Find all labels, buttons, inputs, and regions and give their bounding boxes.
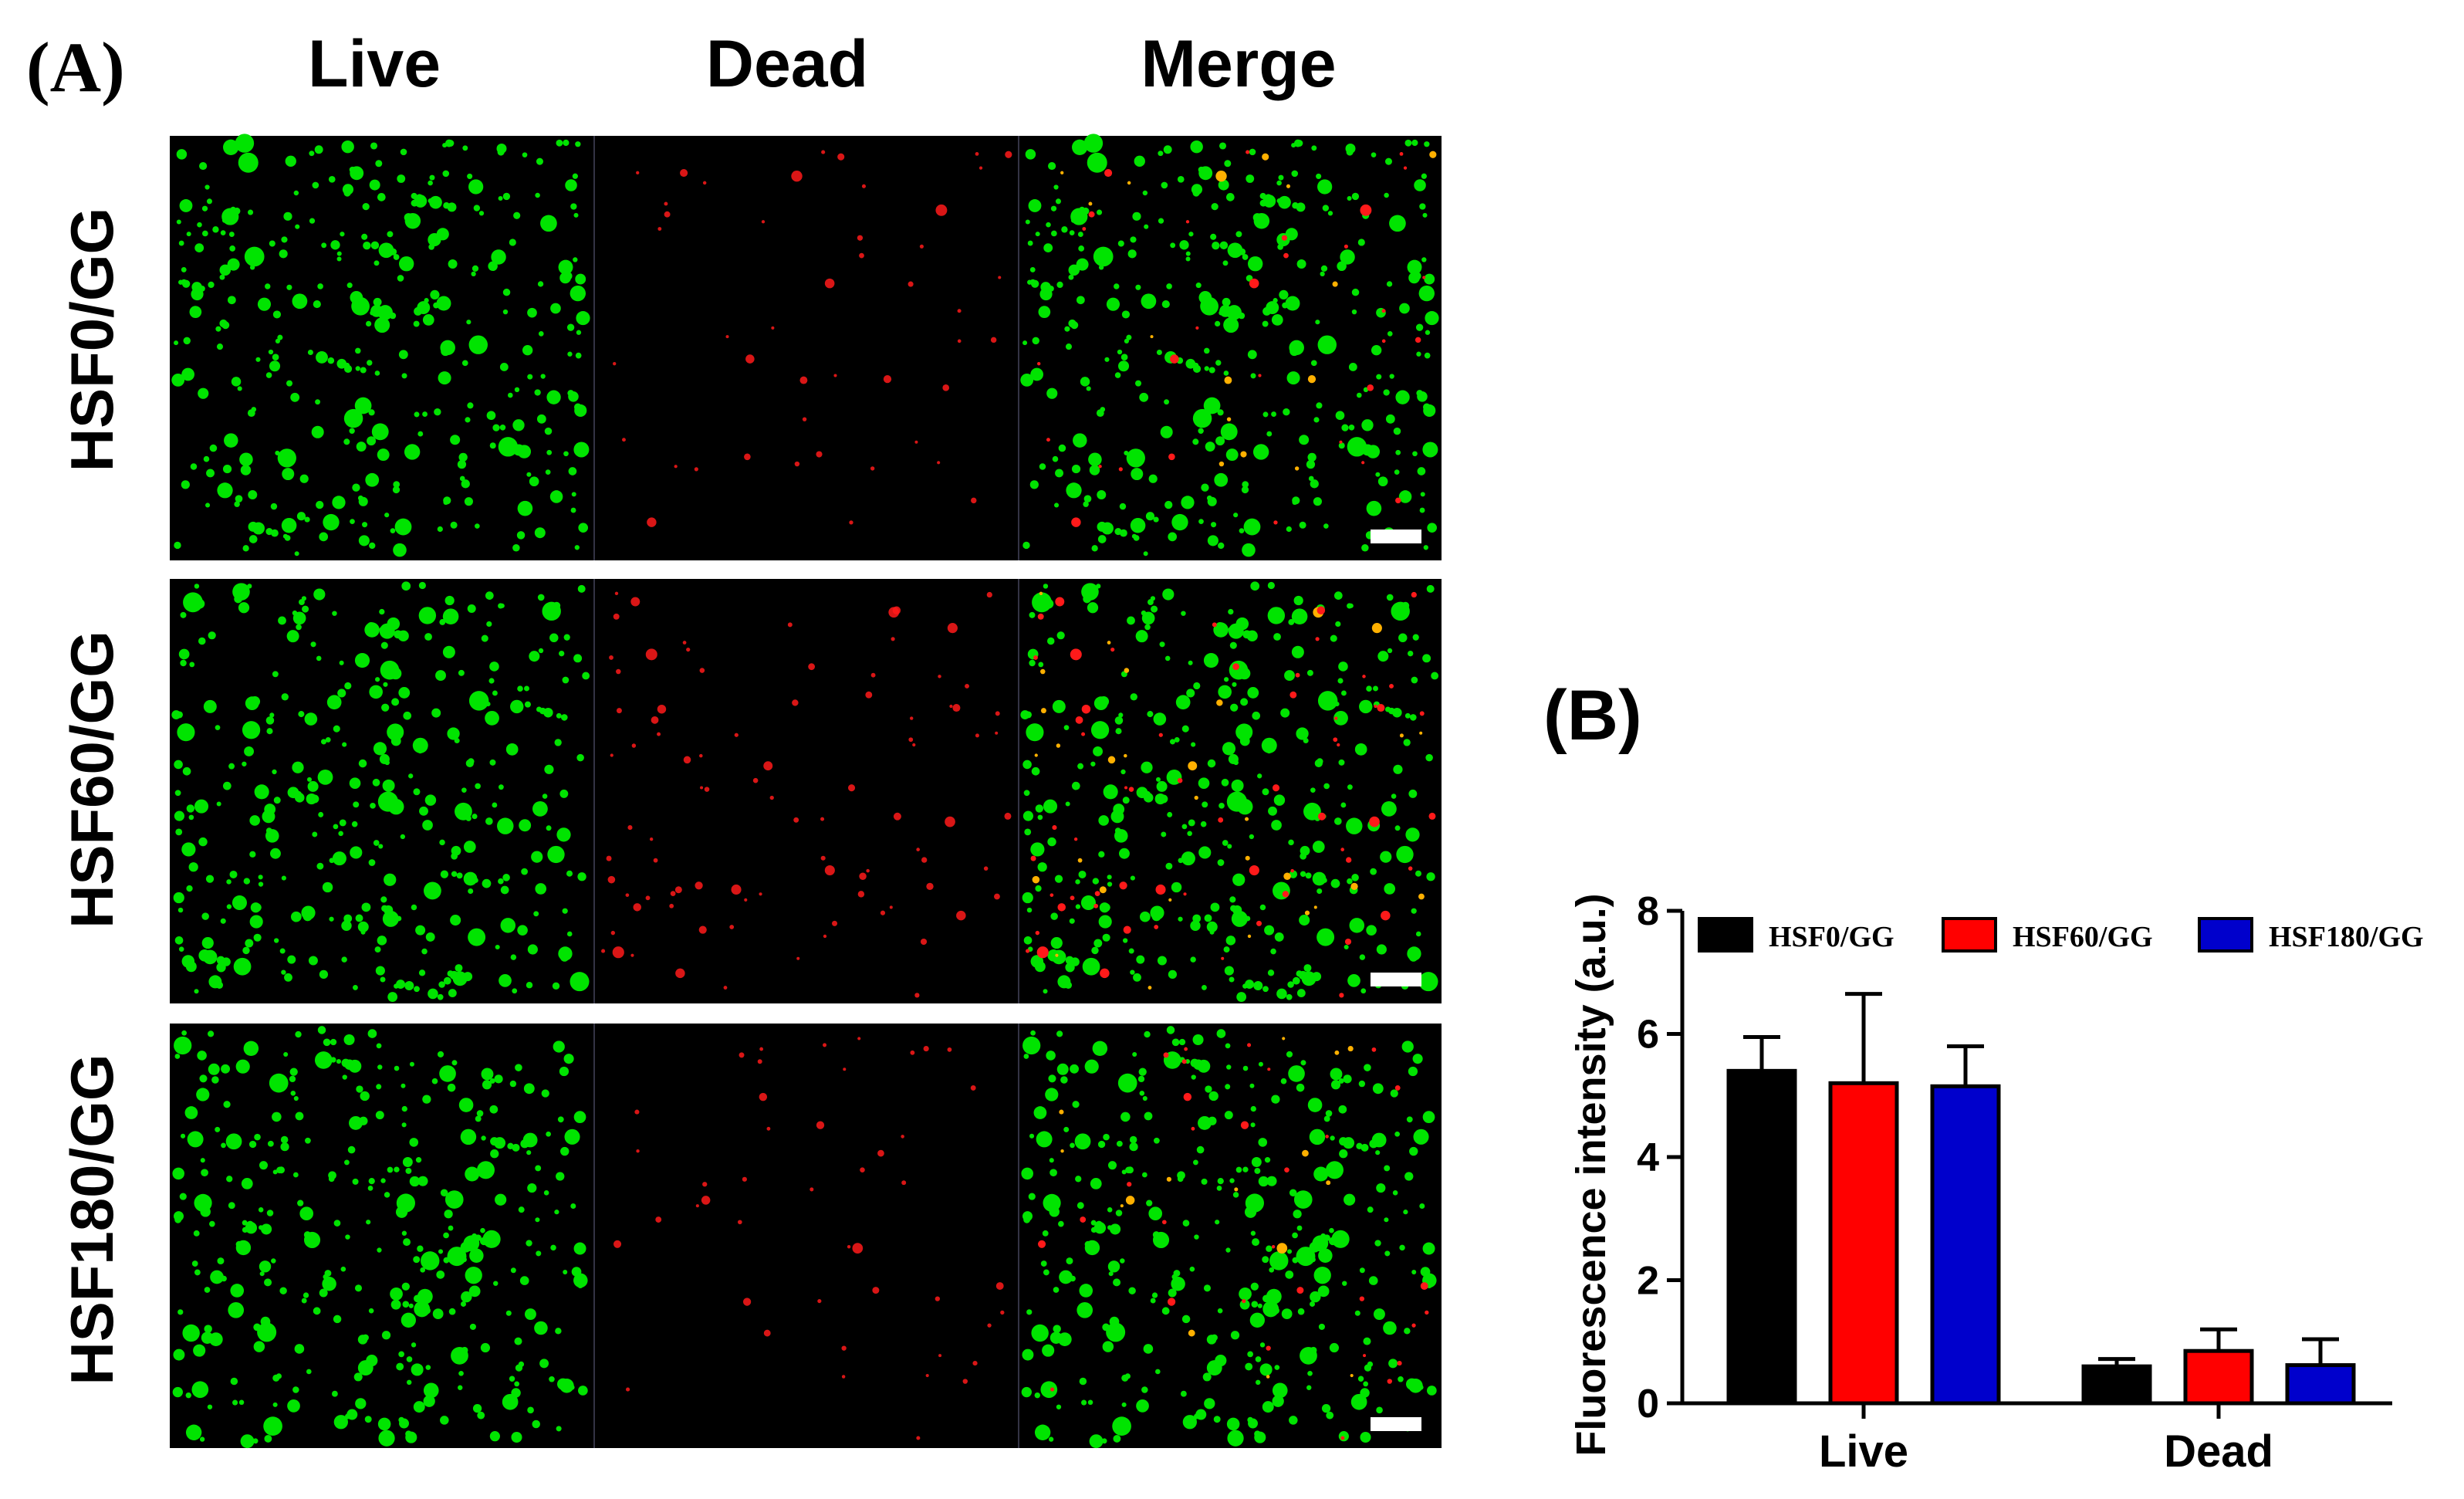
x-tick-label: Dead — [2164, 1426, 2273, 1477]
bar-dead-3 — [2285, 1363, 2356, 1406]
bar-live-1 — [1726, 1068, 1797, 1406]
micrograph-row-2 — [170, 579, 1442, 1003]
legend-swatch — [1942, 917, 1997, 953]
dead-image — [613, 1037, 1005, 1440]
y-tick-label: 8 — [1637, 889, 1659, 934]
live-image — [171, 134, 590, 557]
column-header-live: Live — [308, 27, 441, 101]
row-label-hsf0: HSF0/GG — [58, 208, 126, 472]
y-tick-label: 0 — [1637, 1382, 1659, 1426]
bar-dead-2 — [2183, 1348, 2254, 1406]
live-image — [172, 1026, 588, 1449]
y-axis-label: Fluorescence intensity (a.u.) — [1568, 893, 1614, 1456]
y-tick-label: 6 — [1637, 1013, 1659, 1057]
scale-bar — [1371, 530, 1421, 543]
micrograph-row-1 — [170, 136, 1442, 560]
row-label-hsf60: HSF60/GG — [58, 631, 126, 929]
dead-image — [601, 591, 1012, 998]
legend-item-1: HSF0/GG — [1698, 917, 1894, 953]
legend-item-3: HSF180/GG — [2198, 917, 2424, 953]
column-header-dead: Dead — [706, 27, 868, 101]
legend-swatch — [2198, 917, 2253, 953]
micrograph-grid — [170, 134, 1442, 1449]
dead-image — [613, 150, 1012, 527]
scale-bar — [1371, 1417, 1421, 1431]
legend-label: HSF60/GG — [2013, 921, 2153, 953]
legend-label: HSF0/GG — [1769, 921, 1894, 953]
column-header-merge: Merge — [1141, 27, 1336, 101]
bar-chart: 0 2 4 6 8 Live Dead HSF0/GG HSF60/GG HSF180/GG — [1637, 889, 2424, 1477]
merge-image — [1020, 581, 1439, 1002]
merge-image — [1020, 134, 1439, 557]
panel-a-label: (A) — [26, 28, 125, 107]
row-label-hsf180: HSF180/GG — [58, 1054, 126, 1385]
scale-bar — [1371, 973, 1421, 986]
live-image — [171, 581, 590, 1002]
legend-label: HSF180/GG — [2269, 921, 2424, 953]
bar-live-2 — [1828, 1081, 1899, 1406]
bar-dead-1 — [2081, 1364, 2152, 1406]
panel-b-label: (B) — [1543, 676, 1642, 755]
micrograph-row-3 — [170, 1024, 1442, 1448]
legend-swatch — [1698, 917, 1753, 953]
legend-item-2: HSF60/GG — [1942, 917, 2153, 953]
x-tick-label: Live — [1819, 1426, 1908, 1477]
merge-image — [1021, 1026, 1437, 1449]
y-tick-label: 4 — [1637, 1135, 1659, 1180]
bar-live-3 — [1930, 1084, 2001, 1406]
y-tick-label: 2 — [1637, 1259, 1659, 1304]
